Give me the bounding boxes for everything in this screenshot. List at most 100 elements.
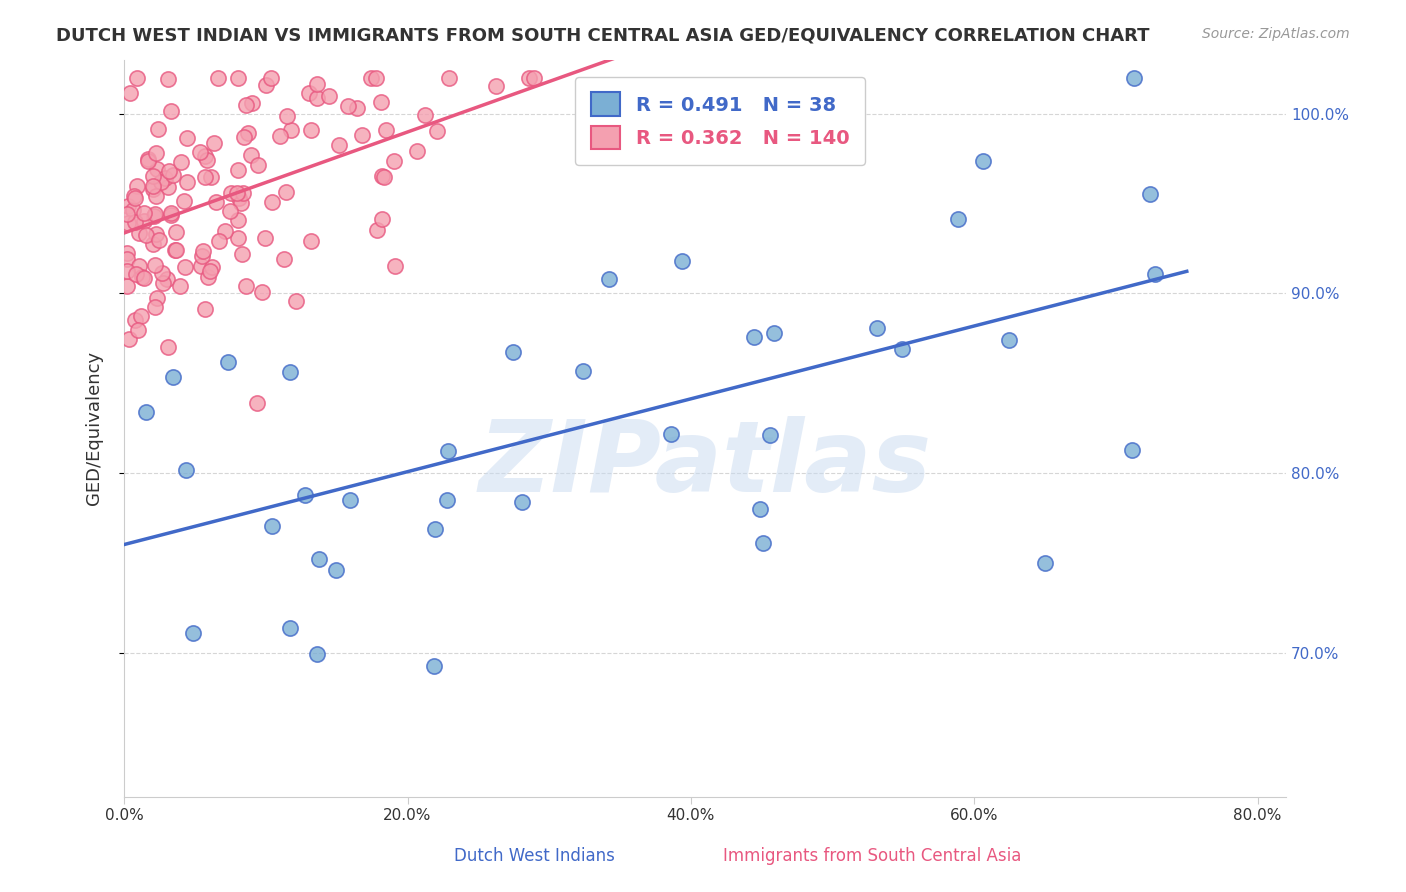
Point [125,179,148,194]
Point [370,95,392,109]
Point [239,147,262,161]
Point [148,233,170,247]
Point [260,195,283,210]
Point [218,203,240,218]
Point [305,77,328,91]
Point [671,253,693,268]
Point [308,551,330,566]
Point [145,161,167,176]
Point [115,207,138,221]
Point [143,258,166,272]
Point [997,333,1019,347]
Point [226,70,249,85]
Point [198,264,221,278]
Legend: R = 0.491   N = 38, R = 0.362   N = 140: R = 0.491 N = 38, R = 0.362 N = 140 [575,77,865,165]
Point [127,323,149,337]
Point [436,492,458,507]
Point [346,101,368,115]
Point [517,70,540,85]
Point [276,185,298,199]
Point [132,270,155,285]
Point [422,658,444,673]
Point [134,205,156,219]
Point [229,195,252,210]
Point [160,206,183,220]
Point [122,189,145,203]
Point [384,260,406,274]
Point [260,70,283,85]
Point [136,153,159,168]
Point [162,169,184,183]
Point [208,234,231,248]
Point [201,260,224,274]
Point [142,236,165,251]
Point [194,149,217,163]
Point [197,270,219,285]
Y-axis label: GED/Equivalency: GED/Equivalency [86,351,103,505]
Point [191,249,214,263]
Point [207,70,229,85]
Point [153,170,176,185]
Point [298,86,321,100]
Point [250,285,273,300]
Point [226,212,249,227]
Point [169,278,191,293]
Point [115,252,138,267]
Point [128,259,150,273]
Point [159,208,181,222]
Point [426,123,449,137]
Point [299,123,322,137]
Point [117,216,139,230]
Point [236,126,259,140]
Point [115,264,138,278]
Point [1033,557,1056,571]
Point [135,405,157,419]
Point [176,175,198,189]
Point [325,563,347,577]
Point [284,294,307,309]
Point [122,202,145,217]
Point [115,246,138,260]
Point [143,207,166,221]
Point [307,91,329,105]
Point [523,70,546,85]
Point [572,364,595,378]
Point [124,312,146,326]
Point [145,146,167,161]
Point [115,278,138,293]
Point [423,522,446,536]
Point [146,292,169,306]
Point [1123,70,1146,85]
Point [165,244,187,258]
Point [117,199,139,213]
Point [510,495,533,509]
Text: ZIPatlas: ZIPatlas [478,417,932,514]
Text: Source: ZipAtlas.com: Source: ZipAtlas.com [1202,27,1350,41]
Point [242,95,264,110]
Point [162,369,184,384]
Point [373,169,395,184]
Point [339,492,361,507]
Point [156,72,179,87]
Point [157,164,180,178]
Point [948,212,970,227]
Point [659,427,682,442]
Point [374,122,396,136]
Point [865,321,887,335]
Point [371,169,394,183]
Point [194,169,217,184]
Point [232,129,254,144]
Point [752,536,775,550]
Point [193,244,215,259]
Point [174,260,197,274]
Point [214,224,236,238]
Point [152,276,174,290]
Point [124,191,146,205]
Point [124,214,146,228]
Point [299,234,322,248]
Point [437,443,460,458]
Point [205,194,228,209]
Point [132,214,155,228]
Point [135,227,157,242]
Point [276,109,298,123]
